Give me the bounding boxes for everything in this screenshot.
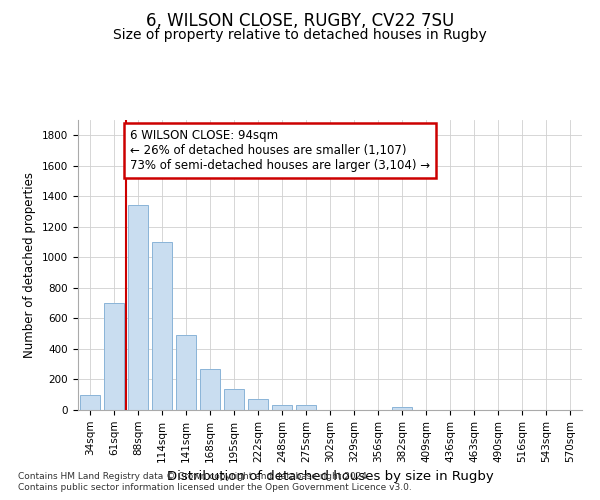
Text: Contains HM Land Registry data © Crown copyright and database right 2024.: Contains HM Land Registry data © Crown c… xyxy=(18,472,370,481)
X-axis label: Distribution of detached houses by size in Rugby: Distribution of detached houses by size … xyxy=(167,470,493,483)
Bar xyxy=(152,242,172,410)
Bar xyxy=(80,394,100,410)
Text: 6 WILSON CLOSE: 94sqm
← 26% of detached houses are smaller (1,107)
73% of semi-d: 6 WILSON CLOSE: 94sqm ← 26% of detached … xyxy=(130,129,430,172)
Bar xyxy=(392,407,412,410)
Bar xyxy=(104,303,124,410)
Text: Contains public sector information licensed under the Open Government Licence v3: Contains public sector information licen… xyxy=(18,484,412,492)
Y-axis label: Number of detached properties: Number of detached properties xyxy=(23,172,37,358)
Bar xyxy=(224,388,244,410)
Bar xyxy=(272,404,292,410)
Text: Size of property relative to detached houses in Rugby: Size of property relative to detached ho… xyxy=(113,28,487,42)
Text: 6, WILSON CLOSE, RUGBY, CV22 7SU: 6, WILSON CLOSE, RUGBY, CV22 7SU xyxy=(146,12,454,30)
Bar xyxy=(176,335,196,410)
Bar xyxy=(128,206,148,410)
Bar xyxy=(296,404,316,410)
Bar xyxy=(200,369,220,410)
Bar xyxy=(248,400,268,410)
